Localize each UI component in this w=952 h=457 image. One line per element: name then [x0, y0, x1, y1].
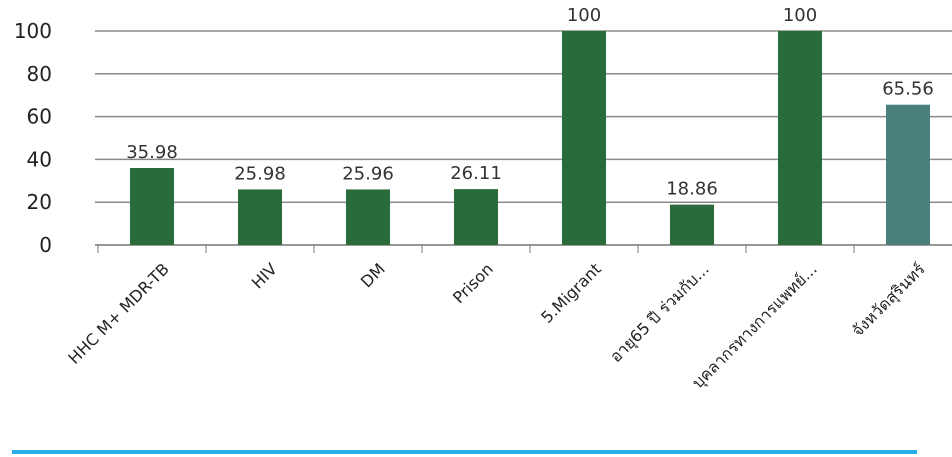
x-category-label: บุคลากรทางการแพทย์...	[688, 259, 821, 392]
y-tick-label: 0	[39, 233, 52, 257]
x-category-label: DM	[357, 259, 389, 291]
data-label: 18.86	[666, 179, 718, 200]
y-tick-label: 60	[27, 105, 52, 129]
data-label: 25.98	[234, 163, 286, 184]
x-category-label: Prison	[449, 259, 497, 307]
data-label: 100	[783, 5, 817, 26]
x-category-label: จังหวัดสุรินทร์	[848, 259, 930, 341]
x-category-label: อายุ65 ปี ร่วมกับ...	[606, 259, 713, 366]
bar	[670, 204, 714, 245]
data-label: 25.96	[342, 163, 394, 184]
bar	[454, 189, 498, 245]
y-tick-label: 100	[14, 19, 52, 43]
data-label: 26.11	[450, 163, 502, 184]
data-label: 100	[567, 5, 601, 26]
bottom-divider	[12, 450, 917, 454]
bar	[130, 168, 174, 245]
y-tick-label: 80	[27, 62, 52, 86]
y-tick-label: 40	[27, 147, 52, 171]
bar	[886, 104, 930, 245]
data-label: 65.56	[882, 79, 934, 100]
x-category-label: 5.Migrant	[537, 259, 605, 327]
bar	[238, 189, 282, 245]
data-label: 35.98	[126, 142, 178, 163]
bar	[778, 31, 822, 245]
bar	[346, 189, 390, 245]
y-tick-label: 20	[27, 190, 52, 214]
x-category-label: HIV	[248, 259, 281, 292]
bar	[562, 31, 606, 245]
x-category-label: HHC M+ MDR-TB	[64, 259, 172, 367]
